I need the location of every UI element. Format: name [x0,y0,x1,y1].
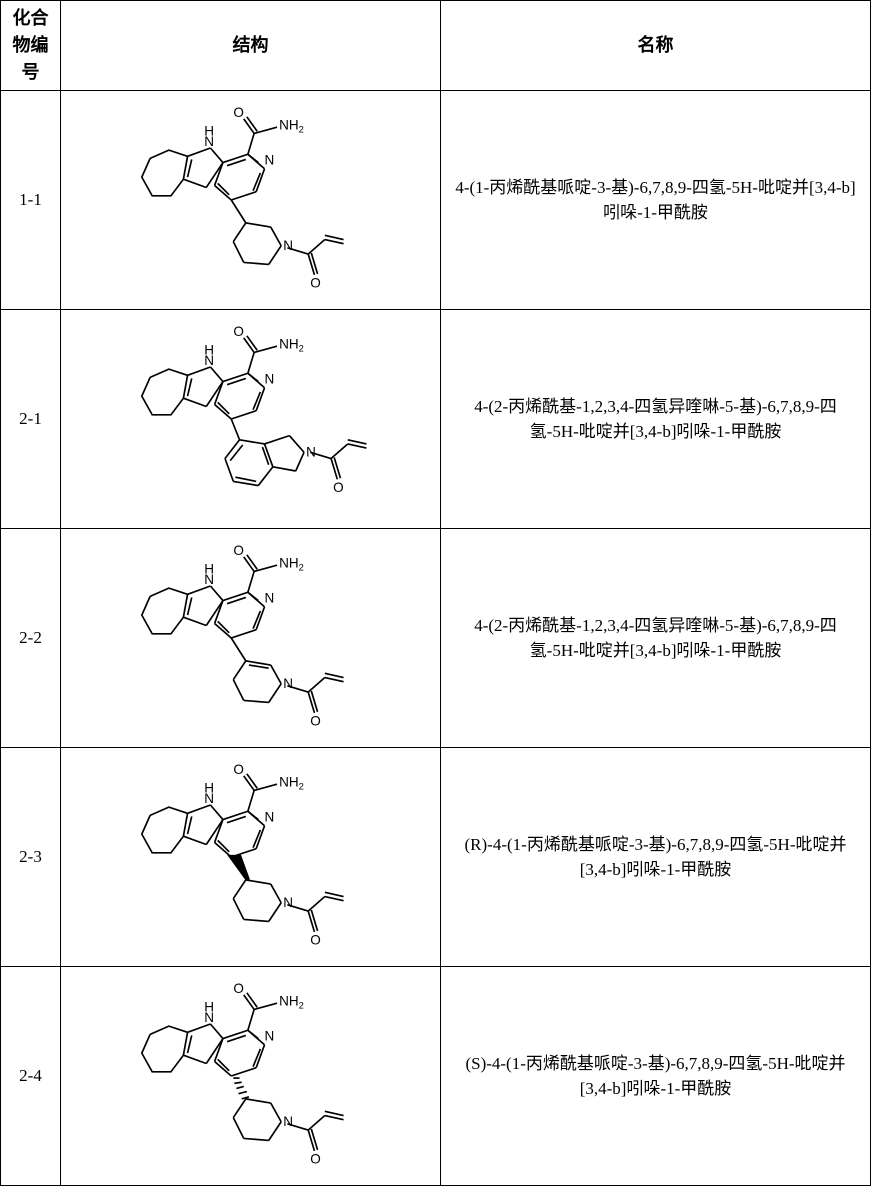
compound-id: 2-2 [1,529,61,748]
compound-name: 4-(2-丙烯酰基-1,2,3,4-四氢异喹啉-5-基)-6,7,8,9-四氢-… [441,529,871,748]
svg-text:N: N [264,372,274,387]
table-row: 2-4 N H N O NH2 N O [1,967,871,1186]
svg-text:O: O [233,543,244,558]
compound-structure: N H N O NH2 N O [61,529,441,748]
svg-text:O: O [310,275,321,290]
header-struct: 结构 [61,1,441,91]
compound-name: 4-(2-丙烯酰基-1,2,3,4-四氢异喹啉-5-基)-6,7,8,9-四氢-… [441,310,871,529]
compound-id: 2-4 [1,967,61,1186]
svg-text:NH2: NH2 [279,336,304,353]
svg-text:O: O [233,105,244,120]
svg-text:N: N [264,810,274,825]
svg-text:H: H [204,1000,214,1015]
header-name: 名称 [441,1,871,91]
svg-text:N: N [283,676,293,691]
svg-text:O: O [233,981,244,996]
svg-text:H: H [204,781,214,796]
svg-text:N: N [283,895,293,910]
table-row: 2-2 N H N O NH2 N O 4-(2-丙烯酰基-1,2,3,4-四氢… [1,529,871,748]
svg-text:NH2: NH2 [279,774,304,791]
svg-text:H: H [204,124,214,139]
table-row: 1-1 N H N O NH2 N O 4-(1-丙烯酰基哌啶-3-基)-6,7… [1,91,871,310]
structure-diagram: N H N O NH2 N O [67,971,434,1181]
compound-structure: N H N O NH2 N O [61,310,441,529]
svg-text:N: N [264,153,274,168]
compound-id: 2-3 [1,748,61,967]
structure-diagram: N H N O NH2 N O [67,752,434,962]
svg-text:O: O [233,324,244,339]
compound-name: (R)-4-(1-丙烯酰基哌啶-3-基)-6,7,8,9-四氢-5H-吡啶并[3… [441,748,871,967]
svg-text:N: N [264,1029,274,1044]
svg-text:N: N [283,1114,293,1129]
svg-text:H: H [204,562,214,577]
svg-text:O: O [310,932,321,947]
compound-structure: N H N O NH2 N O [61,748,441,967]
structure-diagram: N H N O NH2 N O [67,314,434,524]
svg-text:N: N [264,591,274,606]
header-id: 化合物编号 [1,1,61,91]
compound-structure: N H N O NH2 N O [61,91,441,310]
svg-text:N: N [283,238,293,253]
svg-text:O: O [233,762,244,777]
svg-text:NH2: NH2 [279,555,304,572]
table-row: 2-3 N H N O NH2 N O (R)-4-(1-丙烯酰基哌啶-3-基)… [1,748,871,967]
compound-name: (S)-4-(1-丙烯酰基哌啶-3-基)-6,7,8,9-四氢-5H-吡啶并[3… [441,967,871,1186]
svg-text:O: O [310,1151,321,1166]
svg-text:NH2: NH2 [279,117,304,134]
compound-id: 1-1 [1,91,61,310]
svg-text:O: O [333,480,344,495]
compound-structure: N H N O NH2 N O [61,967,441,1186]
structure-diagram: N H N O NH2 N O [67,533,434,743]
structure-diagram: N H N O NH2 N O [67,95,434,305]
table-header-row: 化合物编号 结构 名称 [1,1,871,91]
svg-text:H: H [204,343,214,358]
compound-name: 4-(1-丙烯酰基哌啶-3-基)-6,7,8,9-四氢-5H-吡啶并[3,4-b… [441,91,871,310]
table-row: 2-1 N H N O NH2 N O 4- [1,310,871,529]
compound-id: 2-1 [1,310,61,529]
compound-table: 化合物编号 结构 名称 1-1 N H N O NH2 N O [0,0,871,1186]
svg-text:O: O [310,713,321,728]
svg-text:NH2: NH2 [279,993,304,1010]
